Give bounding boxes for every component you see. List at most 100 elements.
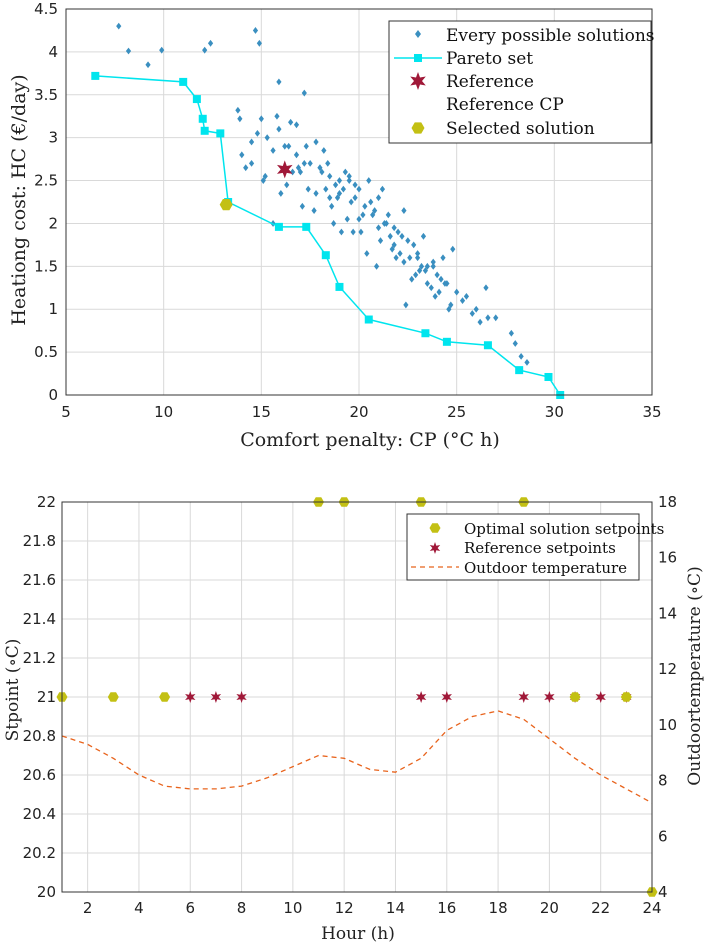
legend: Every possible solutions Pareto set Refe… (388, 20, 655, 144)
solution-point (311, 207, 317, 214)
solution-point (286, 142, 292, 150)
solution-point (366, 177, 372, 184)
x-tick-label: 24 (642, 899, 661, 917)
legend-item-reference-cp: Reference CP (446, 95, 564, 115)
solution-point (327, 172, 333, 180)
solution-point (319, 168, 325, 176)
y-tick-label: 21.6 (23, 571, 56, 589)
reference-setpoint (441, 691, 452, 703)
pareto-point (198, 114, 207, 123)
y2-tick-label: 6 (658, 827, 668, 845)
solution-point (284, 181, 290, 189)
solution-point (313, 190, 319, 197)
solution-point (276, 125, 282, 133)
solution-point (248, 160, 255, 167)
solutions-points (116, 22, 530, 366)
solution-point (362, 202, 368, 210)
y-axis-label: Stpoint (∘C) (3, 639, 23, 742)
pareto-point (544, 372, 553, 381)
plot-frame (65, 8, 653, 396)
solution-point (288, 118, 294, 126)
solution-point (393, 254, 399, 262)
solution-point (364, 250, 370, 257)
legend-item-selected: Selected solution (411, 119, 595, 139)
optimal-setpoint (620, 692, 632, 702)
solution-point (432, 292, 438, 300)
y-tick-label: 4 (48, 43, 58, 61)
solution-point (301, 89, 307, 97)
solution-point (334, 194, 341, 202)
y2-tick-label: 10 (658, 716, 677, 734)
solution-point (403, 301, 409, 309)
pareto-point (274, 222, 283, 231)
x-tick-label: 8 (237, 899, 247, 917)
solution-point (454, 288, 460, 296)
solution-point (293, 121, 300, 129)
legend-item-reference: Reference (410, 72, 534, 92)
y-tick-labels: 0 0.5 1 1.5 2 2.5 3 3.5 4 4.5 (34, 0, 58, 404)
pareto-point (216, 129, 225, 138)
solution-point (297, 168, 303, 176)
solution-point (356, 185, 362, 193)
x-tick-label: 20 (540, 899, 559, 917)
x-tick-label: 18 (489, 899, 508, 917)
x-tick-label: 22 (591, 899, 610, 917)
solution-point (307, 160, 313, 167)
x-tick-label: 2 (83, 899, 93, 917)
y-tick-label: 21.4 (23, 610, 56, 628)
y-axis-label: Heationg cost: HC (€/day) (8, 74, 30, 325)
pareto-point (321, 251, 330, 260)
y-tick-label: 0 (48, 386, 58, 404)
solution-point (446, 305, 452, 313)
solution-point (252, 27, 259, 34)
solution-point (256, 39, 262, 47)
solution-point (327, 194, 333, 202)
solution-point (352, 194, 358, 202)
solution-point (352, 181, 358, 189)
solution-point (276, 78, 282, 86)
reference-setpoint (415, 691, 427, 703)
solution-point (430, 262, 436, 270)
solution-point (440, 254, 446, 262)
solution-point (274, 112, 280, 120)
solution-point (485, 314, 491, 322)
pareto-point (421, 329, 430, 338)
solution-point (336, 177, 343, 184)
solution-point (397, 250, 403, 257)
outdoor-temperature-line (61, 710, 653, 804)
solution-point (436, 288, 442, 296)
solution-point (239, 151, 245, 159)
y-tick-label: 4.5 (34, 0, 58, 18)
legend-label: Outdoor temperature (464, 559, 627, 577)
x-tick-label: 20 (349, 403, 368, 421)
solution-point (293, 151, 300, 159)
legend-label: Reference setpoints (464, 539, 616, 557)
reference-point (276, 160, 293, 179)
solution-point (336, 190, 343, 197)
x-tick-label: 35 (642, 403, 661, 421)
legend-star-icon (410, 72, 426, 90)
solution-point (321, 147, 327, 154)
solution-point (358, 228, 364, 236)
solution-point (332, 181, 339, 189)
optimal-setpoint (159, 692, 171, 702)
solution-point (375, 194, 382, 202)
x-tick-labels: 2 4 6 8 10 12 14 16 18 20 22 24 (83, 899, 662, 917)
legend: Optimal solution setpoints Reference set… (406, 513, 664, 581)
y-tick-label: 20.6 (23, 766, 56, 784)
solution-point (299, 202, 305, 210)
y-tick-label: 22 (37, 493, 56, 511)
legend-item-optimal: Optimal solution setpoints (429, 520, 664, 538)
solution-point (202, 46, 208, 54)
pareto-point (442, 337, 451, 346)
solution-point (270, 147, 276, 154)
solution-point (125, 47, 132, 55)
pareto-point (192, 95, 201, 104)
y-tick-label: 21.8 (23, 532, 56, 550)
x-axis-label: Hour (h) (321, 924, 395, 944)
solution-point (282, 142, 288, 150)
x-tick-labels: 5 10 15 20 25 30 35 (61, 403, 661, 421)
solution-point (411, 241, 417, 249)
solution-point (342, 168, 348, 176)
solution-point (401, 258, 407, 266)
